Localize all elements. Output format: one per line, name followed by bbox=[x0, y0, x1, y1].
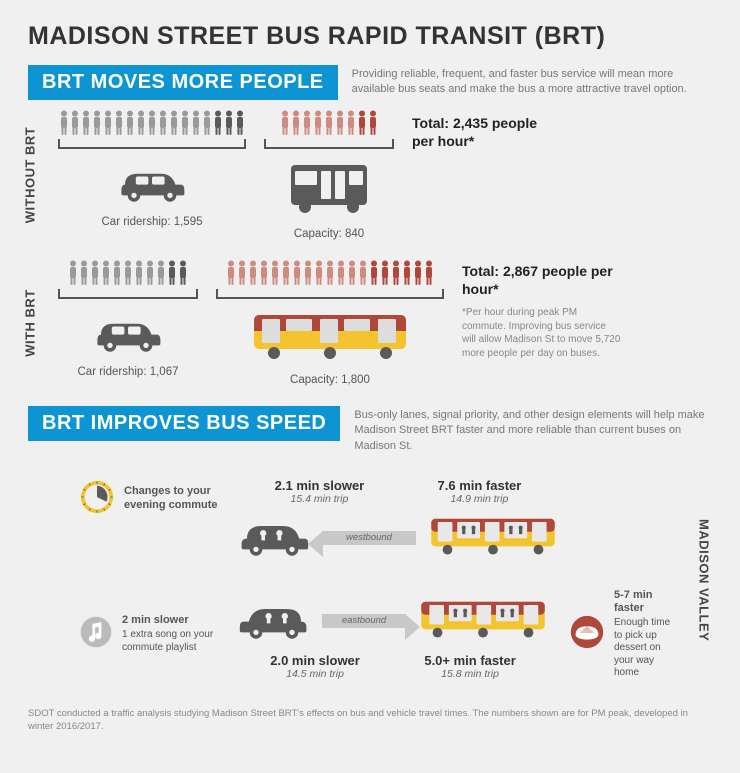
page-title: MADISON STREET BUS RAPID TRANSIT (BRT) bbox=[28, 22, 712, 51]
total-with: Total: 2,867 people per hour* bbox=[462, 262, 622, 298]
section2-header: BRT IMPROVES BUS SPEED Bus-only lanes, s… bbox=[28, 406, 712, 454]
madison-valley-label: MADISON VALLEY bbox=[697, 519, 712, 639]
car-people-without bbox=[59, 110, 245, 136]
car-people-with bbox=[68, 260, 188, 286]
with-label: WITH BRT bbox=[23, 263, 38, 383]
car-icon bbox=[116, 159, 188, 208]
car-side-icon bbox=[238, 596, 310, 645]
section1-banner: BRT MOVES MORE PEOPLE bbox=[28, 65, 338, 100]
bus-caption-with: Capacity: 1,800 bbox=[290, 374, 370, 386]
clock-callout: Changes to your evening commute bbox=[78, 478, 218, 521]
car-side-icon bbox=[238, 513, 310, 562]
brt-side-icon bbox=[418, 596, 548, 645]
pie-icon bbox=[568, 613, 606, 656]
music-callout: 2 min slower1 extra song on your commute… bbox=[78, 614, 218, 655]
brt-side-icon bbox=[428, 513, 558, 562]
wb-car-stat: 2.1 min slower15.4 min trip bbox=[275, 478, 365, 505]
section2-desc: Bus-only lanes, signal priority, and oth… bbox=[354, 406, 712, 454]
eb-car-stat: 2.0 min slower14.5 min trip bbox=[270, 653, 360, 680]
car-icon bbox=[92, 309, 164, 358]
westbound-lane: westbound bbox=[238, 513, 558, 562]
footnote: SDOT conducted a traffic analysis studyi… bbox=[28, 708, 712, 734]
brt-vehicle-icon bbox=[250, 309, 410, 366]
section1-header: BRT MOVES MORE PEOPLE Providing reliable… bbox=[28, 65, 712, 100]
bus-people-with bbox=[226, 260, 434, 286]
bus-people-without bbox=[280, 110, 378, 136]
without-label: WITHOUT BRT bbox=[23, 115, 38, 235]
car-caption-with: Car ridership: 1,067 bbox=[78, 366, 179, 378]
eb-bus-stat: 5.0+ min faster15.8 min trip bbox=[424, 653, 515, 680]
car-caption-without: Car ridership: 1,595 bbox=[102, 216, 203, 228]
bus-icon bbox=[285, 159, 373, 220]
music-icon bbox=[78, 614, 114, 655]
clock-icon bbox=[78, 478, 116, 521]
section1-desc: Providing reliable, frequent, and faster… bbox=[352, 65, 712, 98]
pie-callout: 5-7 min fasterEnough time to pick up des… bbox=[568, 589, 678, 680]
with-brt-row: WITH BRT Car ridership: 1,067 Capacity: … bbox=[28, 260, 712, 386]
bus-caption-without: Capacity: 840 bbox=[294, 228, 364, 240]
footnote-capacity: *Per hour during peak PM commute. Improv… bbox=[462, 306, 622, 360]
wb-bus-stat: 7.6 min faster14.9 min trip bbox=[438, 478, 522, 505]
speed-section: DOWNTOWN MADISON VALLEY Changes to your … bbox=[28, 464, 712, 694]
section2-banner: BRT IMPROVES BUS SPEED bbox=[28, 406, 340, 441]
without-brt-row: WITHOUT BRT Car ridership: 1,595 Capacit… bbox=[28, 110, 712, 240]
eastbound-lane: eastbound bbox=[238, 596, 548, 645]
total-without: Total: 2,435 people per hour* bbox=[412, 114, 562, 150]
